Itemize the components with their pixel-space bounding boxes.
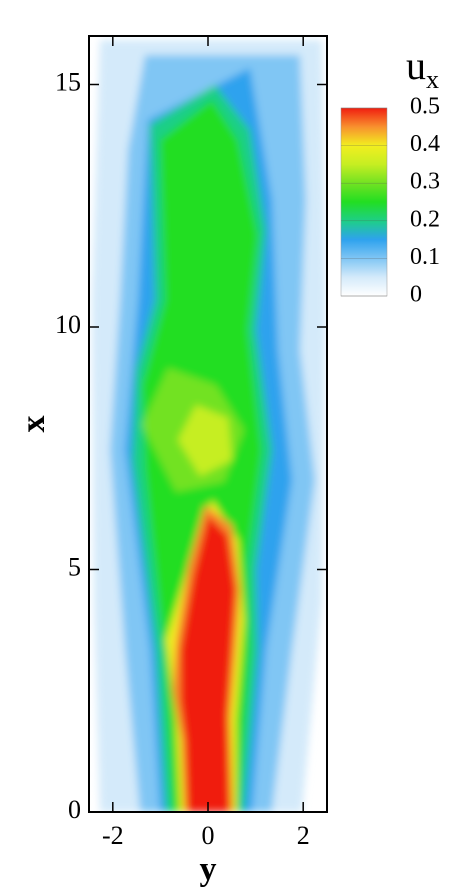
colorbar-tick-label: 0.4	[410, 131, 440, 157]
y-tick-label: 0	[68, 795, 81, 824]
colorbar-tick-label: 0.5	[410, 94, 440, 120]
colorbar-tick-label: 0.1	[410, 244, 440, 270]
y-axis-label: x	[15, 416, 52, 433]
y-tick-label: 15	[55, 67, 81, 96]
colorbar-label: ux	[406, 43, 439, 94]
contour-region	[180, 515, 236, 812]
colorbar	[340, 107, 388, 297]
y-tick-label: 5	[68, 552, 81, 581]
x-axis-label: y	[200, 851, 217, 888]
colorbar-tick-label: 0.2	[410, 206, 440, 232]
contour-field	[89, 36, 327, 812]
x-tick-label: 0	[202, 821, 215, 850]
y-tick-label: 10	[55, 310, 81, 339]
contour-region	[178, 405, 232, 476]
x-tick-label: 2	[297, 821, 310, 850]
colorbar-tick-label: 0	[410, 282, 422, 308]
x-tick-label: -2	[102, 821, 124, 850]
colorbar-tick-label: 0.3	[410, 169, 440, 195]
colorbar-label-main: u	[406, 43, 426, 88]
colorbar-label-sub: x	[426, 65, 439, 94]
contour-layers	[92, 40, 326, 812]
